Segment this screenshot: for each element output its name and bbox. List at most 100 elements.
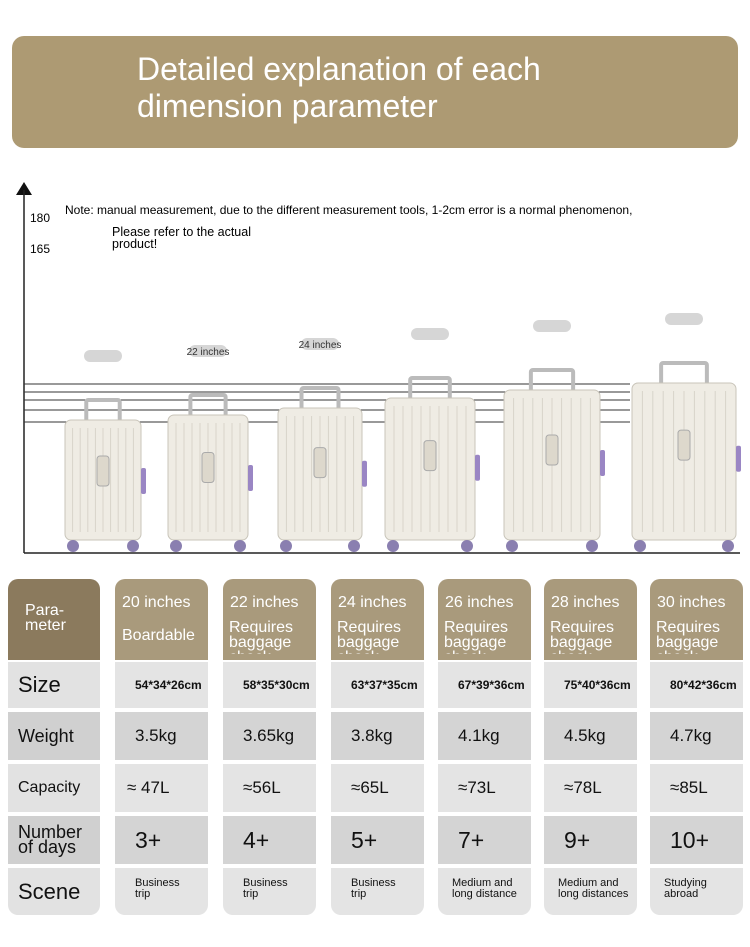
cell: 3.65kg [223, 712, 316, 760]
handle [84, 398, 122, 424]
figure: 180 165 Note: manual measurement, due to… [16, 182, 741, 554]
column-type: Requires baggage check [229, 620, 294, 654]
cell: 4+ [223, 816, 316, 864]
column-header [223, 579, 316, 660]
handle [299, 386, 341, 412]
axis-arrow [16, 182, 32, 195]
latch [677, 429, 691, 461]
column-size: 26 inches [445, 594, 514, 611]
cell: Medium and long distances [544, 868, 637, 915]
handle [188, 393, 228, 419]
cell: 3.5kg [115, 712, 208, 760]
wheel [586, 540, 598, 552]
cell: 3+ [115, 816, 208, 864]
label-blur [189, 345, 227, 357]
cell: ≈ 47L [115, 764, 208, 812]
wheel [67, 540, 79, 552]
column-size: 22 inches [230, 594, 299, 611]
wheel [634, 540, 646, 552]
cell: Business trip [223, 868, 316, 915]
cell: Business trip [331, 868, 424, 915]
side-handle [736, 445, 741, 472]
column-type: Requires baggage check [444, 620, 509, 654]
column-type: Requires baggage check [550, 620, 615, 654]
column-type: Requires baggage check [656, 620, 721, 654]
header-banner: Detailed explanation of each dimension p… [12, 36, 738, 148]
cell: 67*39*36cm [438, 662, 531, 708]
row-label: Number of days [8, 816, 100, 864]
cell: 4.5kg [544, 712, 637, 760]
side-handle [248, 465, 253, 491]
wheel [280, 540, 292, 552]
column-size: 20 inches [122, 594, 191, 611]
cell: ≈85L [650, 764, 743, 812]
label-blur [301, 338, 339, 350]
row-label: Size [8, 662, 100, 708]
note: Note: manual measurement, due to the dif… [65, 203, 632, 217]
row-label: Capacity [8, 764, 100, 812]
side-handle [362, 460, 367, 487]
latch [201, 452, 215, 483]
note-continued: Please refer to the actual product! [112, 225, 251, 251]
cell: ≈73L [438, 764, 531, 812]
wheel [170, 540, 182, 552]
suitcase-label: 24 inches [299, 340, 342, 351]
cell: Studying abroad [650, 868, 743, 915]
column-size: 28 inches [551, 594, 620, 611]
wheel [127, 540, 139, 552]
column-header [544, 579, 637, 660]
side-handle [600, 450, 605, 476]
column-size: 24 inches [338, 594, 407, 611]
wheel [387, 540, 399, 552]
latch [313, 447, 327, 479]
row-label: Weight [8, 712, 100, 760]
cell: 5+ [331, 816, 424, 864]
label-blur [665, 313, 703, 325]
cell: ≈56L [223, 764, 316, 812]
label-blur [84, 350, 122, 362]
cell: Medium and long distance [438, 868, 531, 915]
corner-cell: Para- meter [8, 579, 100, 660]
handle [528, 368, 576, 394]
column-header [650, 579, 743, 660]
latch [423, 440, 437, 472]
axis-label: 165 [30, 242, 50, 256]
cell: 7+ [438, 816, 531, 864]
column-header [115, 579, 208, 660]
cell: 80*42*36cm [650, 662, 743, 708]
cell: 75*40*36cm [544, 662, 637, 708]
label-blur [533, 320, 571, 332]
axis-label: 180 [30, 211, 50, 225]
cell: ≈78L [544, 764, 637, 812]
handle [408, 376, 452, 402]
cell: Business trip [115, 868, 208, 915]
wheel [348, 540, 360, 552]
column-header [331, 579, 424, 660]
cell: 10+ [650, 816, 743, 864]
latch [96, 455, 110, 487]
column-type: Requires baggage check [337, 620, 402, 654]
cell: 9+ [544, 816, 637, 864]
suitcases: 22 inches 24 inches [24, 313, 741, 552]
cell: 4.7kg [650, 712, 743, 760]
side-handle [475, 454, 480, 481]
cell: ≈65L [331, 764, 424, 812]
suitcase-label: 22 inches [187, 347, 230, 358]
wheel [722, 540, 734, 552]
column-type: Boardable [122, 628, 195, 644]
latch [545, 434, 559, 466]
wheel [506, 540, 518, 552]
column-header [438, 579, 531, 660]
row-label: Scene [8, 868, 100, 915]
cell: 4.1kg [438, 712, 531, 760]
wheel [461, 540, 473, 552]
cell: 63*37*35cm [331, 662, 424, 708]
column-size: 30 inches [657, 594, 726, 611]
wheel [234, 540, 246, 552]
label-blur [411, 328, 449, 340]
cell: 54*34*26cm [115, 662, 208, 708]
title: Detailed explanation of each dimension p… [137, 51, 541, 124]
cell: 58*35*30cm [223, 662, 316, 708]
handle [659, 361, 709, 387]
